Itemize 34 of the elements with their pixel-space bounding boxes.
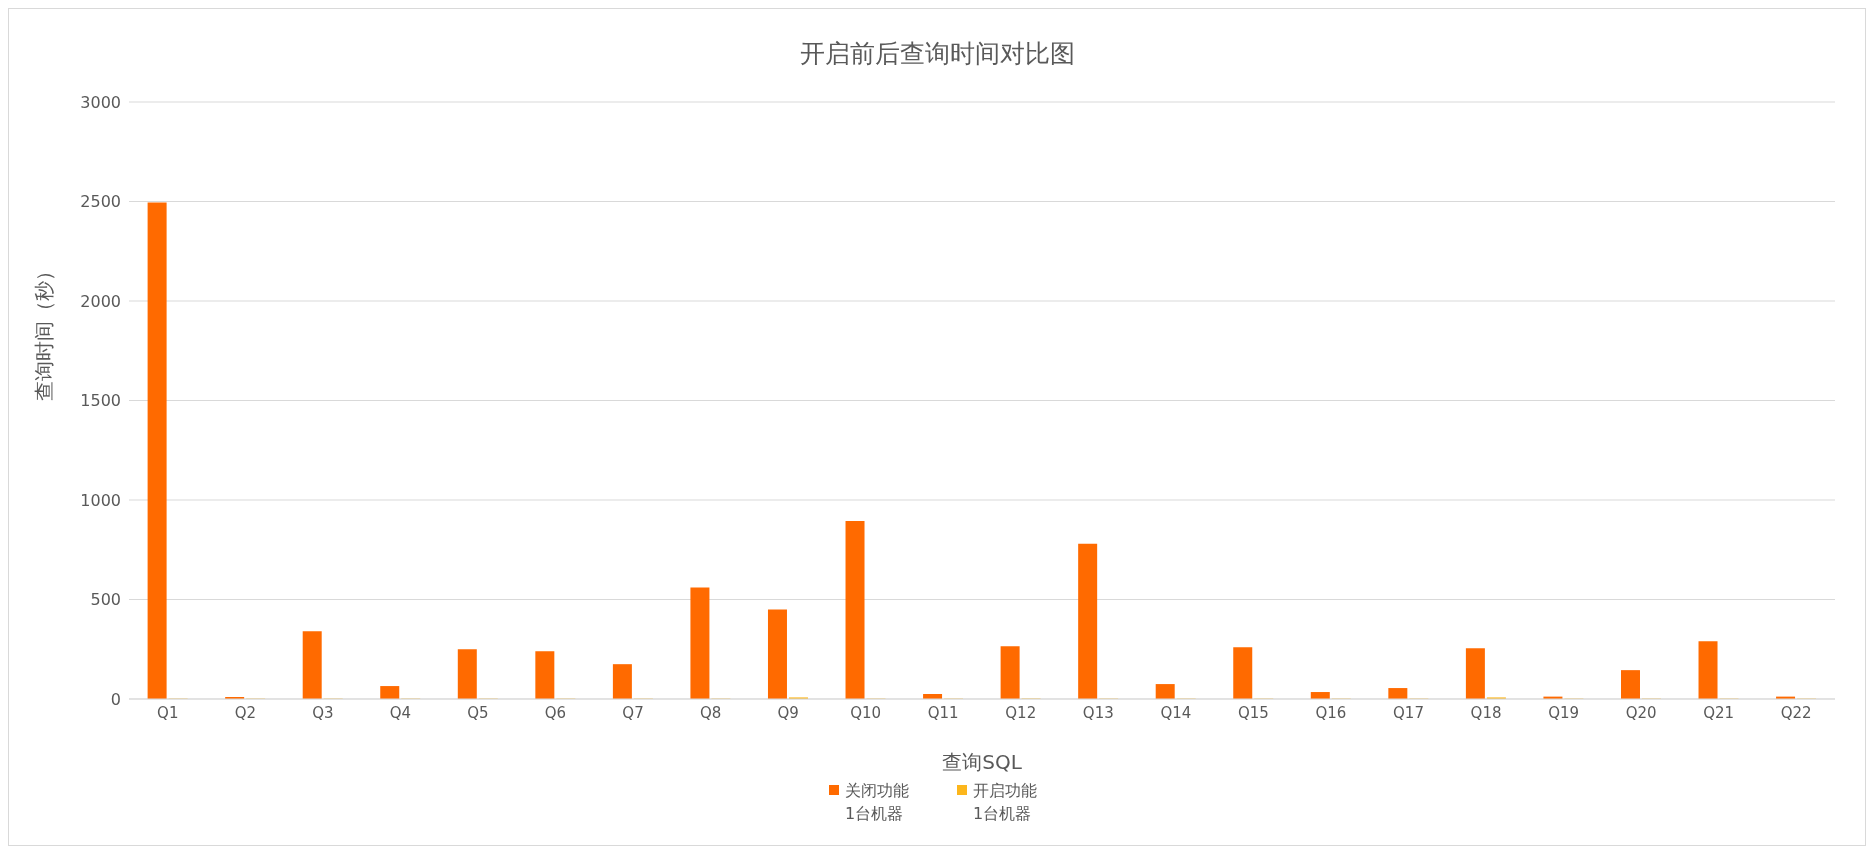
y-tick-label: 1000 [80, 490, 121, 510]
y-axis-title: 查询时间（秒） [32, 260, 57, 401]
x-tick-label: Q12 [1005, 703, 1037, 722]
y-tick-label: 0 [110, 689, 121, 709]
x-tick-label: Q14 [1160, 703, 1192, 722]
x-tick-label: Q4 [389, 703, 412, 722]
x-tick-label: Q21 [1703, 703, 1735, 722]
y-tick-label: 500 [90, 590, 121, 610]
chart-title: 开启前后查询时间对比图 [798, 38, 1076, 70]
y-tick-label: 3000 [80, 92, 121, 112]
x-tick-label: Q11 [927, 703, 959, 722]
x-tick-label: Q18 [1470, 703, 1502, 722]
x-tick-label: Q20 [1625, 703, 1657, 722]
x-tick-label: Q7 [622, 703, 644, 722]
x-tick-label: Q19 [1548, 703, 1580, 722]
x-tick-label: Q22 [1780, 703, 1812, 722]
x-tick-label: Q1 [157, 703, 179, 722]
y-tick-label: 2000 [80, 291, 121, 311]
x-tick-label: Q6 [544, 703, 567, 722]
x-tick-label: Q16 [1315, 703, 1347, 722]
x-axis-title: 查询SQL [942, 750, 1023, 774]
x-tick-label: Q17 [1393, 703, 1424, 722]
x-tick-label: Q10 [850, 703, 882, 722]
x-tick-label: Q8 [699, 703, 722, 722]
legend-label: 关闭功能 1台机器 [845, 780, 910, 825]
x-tick-label: Q5 [467, 703, 489, 722]
x-tick-label: Q2 [234, 703, 256, 722]
x-tick-label: Q9 [777, 703, 799, 722]
legend-label: 开启功能 1台机器 [973, 780, 1038, 825]
x-tick-label: Q13 [1082, 703, 1114, 722]
x-tick-label: Q3 [312, 703, 334, 722]
y-tick-label: 1500 [80, 391, 121, 411]
x-tick-label: Q15 [1237, 703, 1269, 722]
y-tick-label: 2500 [80, 192, 121, 212]
